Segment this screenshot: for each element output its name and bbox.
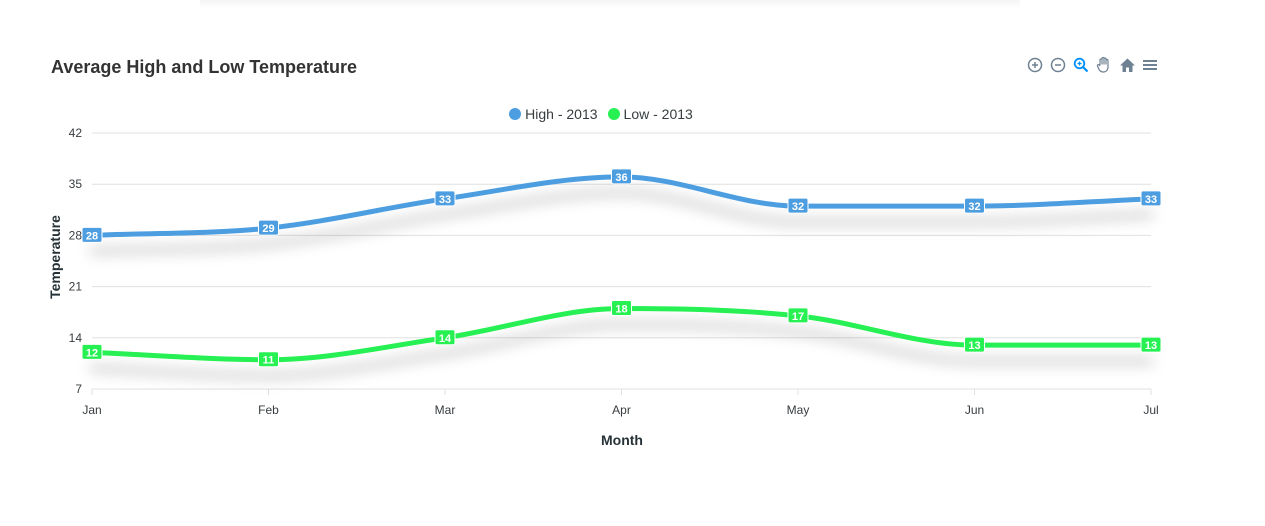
x-tick-label: Jun (965, 403, 984, 417)
data-label-box (611, 300, 632, 317)
data-label: 17 (792, 311, 804, 323)
series-line-high[interactable] (89, 174, 1154, 238)
data-label-box (434, 329, 456, 346)
data-label-box (1140, 336, 1162, 353)
data-label: 32 (968, 201, 980, 213)
data-labels: 28 29 33 36 32 32 33 12 11 14 18 17 13 13 (81, 168, 1162, 368)
data-label-box (434, 190, 456, 207)
data-label-box (964, 336, 985, 353)
data-label: 36 (615, 172, 627, 184)
data-label: 33 (1145, 194, 1157, 206)
chart-title: Average High and Low Temperature (51, 57, 358, 77)
legend-item-low[interactable]: Low - 2013 (607, 106, 693, 122)
series-line-low[interactable] (89, 306, 1154, 363)
data-label-box (964, 197, 985, 214)
legend-label-high: High - 2013 (525, 106, 598, 122)
data-label: 29 (262, 223, 274, 235)
x-tick-label: May (787, 403, 810, 417)
y-tick-label: 42 (69, 126, 83, 140)
zoom-in-icon[interactable] (1025, 55, 1045, 75)
data-label-box (81, 226, 103, 243)
data-label-box (81, 343, 103, 360)
y-axis-title: Temperature (47, 215, 63, 299)
y-tick-label: 14 (69, 331, 83, 345)
data-label-box (258, 219, 279, 236)
pan-hand-icon[interactable] (1094, 55, 1114, 75)
data-label: 28 (86, 230, 98, 242)
data-label: 33 (439, 194, 451, 206)
data-label-box (787, 197, 809, 214)
x-axis: Jan Feb Mar Apr May Jun Jul (82, 388, 1159, 417)
y-tick-label: 35 (69, 177, 83, 191)
x-tick-label: Jan (82, 403, 101, 417)
data-label-box (611, 168, 632, 185)
data-label: 18 (615, 304, 627, 316)
reset-home-icon[interactable] (1117, 55, 1137, 75)
legend-item-high[interactable]: High - 2013 (509, 106, 598, 122)
x-axis-title: Month (601, 432, 643, 448)
zoom-out-icon[interactable] (1048, 55, 1068, 75)
legend-label-low: Low - 2013 (623, 106, 693, 122)
legend-marker-high (509, 108, 522, 120)
x-tick-label: Apr (612, 403, 631, 417)
x-tick-label: Feb (258, 403, 279, 417)
menu-icon[interactable] (1140, 55, 1160, 75)
selection-zoom-icon[interactable] (1071, 55, 1091, 75)
data-label-box (787, 307, 809, 324)
data-label: 32 (792, 201, 804, 213)
data-label: 14 (439, 333, 452, 345)
x-tick-label: Mar (435, 403, 456, 417)
y-tick-label: 28 (69, 228, 83, 242)
y-tick-label: 21 (69, 280, 83, 294)
chart-legend: High - 2013 Low - 2013 (0, 106, 1202, 122)
y-tick-label: 7 (75, 382, 82, 396)
chart-toolbar (1025, 55, 1160, 75)
data-label-box (258, 351, 279, 368)
data-label: 12 (86, 347, 98, 359)
x-tick-label: Jul (1143, 403, 1158, 417)
series-lines (89, 174, 1154, 363)
data-label: 13 (968, 340, 980, 352)
y-axis: 7 14 21 28 35 42 (69, 126, 83, 396)
top-fade (200, 0, 1020, 8)
data-label-box (1140, 190, 1162, 207)
data-label: 11 (263, 355, 275, 367)
data-label: 13 (1145, 340, 1157, 352)
legend-marker-low (607, 108, 620, 120)
